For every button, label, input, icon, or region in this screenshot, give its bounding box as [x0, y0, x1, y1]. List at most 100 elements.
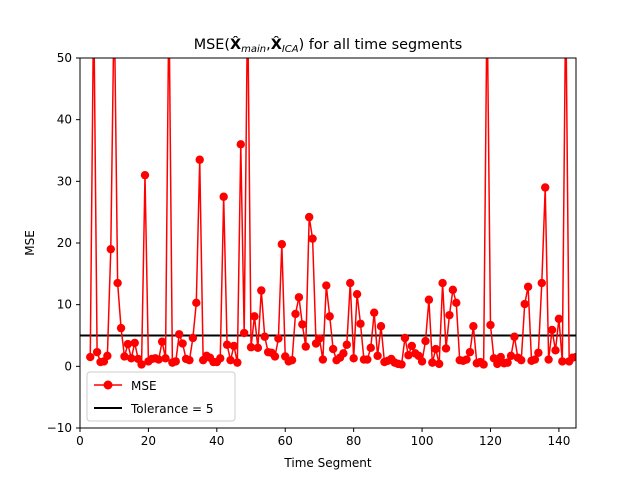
mse-point: [239, 328, 249, 338]
mse-point: [291, 309, 300, 319]
mse-point: [571, 352, 576, 362]
mse-point: [322, 281, 331, 290]
mse-point: [541, 183, 550, 192]
mse-point: [469, 322, 478, 331]
mse-point: [236, 140, 245, 149]
mse-point: [130, 338, 139, 348]
mse-point: [171, 357, 180, 366]
mse-point: [260, 332, 269, 341]
mse-point: [517, 355, 526, 365]
y-tick-label: −10: [47, 421, 72, 435]
mse-point: [140, 170, 150, 180]
mse-point: [116, 323, 126, 333]
mse-point: [195, 155, 204, 164]
title-prefix: MSE(: [194, 37, 230, 53]
x-tick-label: 120: [479, 434, 502, 448]
mse-point: [318, 355, 328, 364]
title-separator: ,: [266, 37, 271, 53]
mse-point: [554, 314, 564, 324]
plot-frame: [79, 57, 577, 429]
mse-point: [421, 336, 430, 346]
mse-point: [325, 312, 334, 321]
mse-point: [137, 360, 146, 369]
legend: MSE Tolerance = 5: [86, 371, 236, 422]
mse-point: [349, 354, 358, 363]
title-suffix: ) for all time segments: [299, 37, 463, 53]
mse-point: [407, 341, 417, 351]
mse-point: [246, 343, 256, 352]
x-tick-label: 140: [547, 434, 570, 448]
mse-point: [523, 282, 533, 291]
mse-point: [328, 344, 338, 354]
mse-point: [185, 355, 194, 365]
title-subscript-2: ICA: [282, 44, 299, 55]
mse-point: [120, 352, 129, 361]
mse-point: [339, 349, 348, 358]
mse-point: [342, 340, 352, 349]
mse-point: [154, 355, 163, 364]
mse-point: [503, 358, 512, 367]
mse-point: [445, 310, 454, 320]
mse-point: [161, 354, 170, 363]
mse-point: [434, 359, 444, 369]
mse-point: [479, 360, 488, 369]
mse-point: [219, 192, 228, 201]
title-subscript-1: main: [241, 44, 266, 55]
mse-point: [530, 355, 540, 364]
legend-mse-label: MSE: [131, 379, 157, 393]
mse-point: [547, 325, 557, 335]
mse-point: [417, 357, 427, 366]
mse-point: [178, 339, 187, 348]
mse-point: [257, 286, 266, 295]
mse-point: [373, 351, 382, 361]
mse-point: [188, 333, 198, 343]
x-tick-label: 100: [411, 434, 434, 448]
mse-point: [298, 320, 307, 329]
legend-frame: [86, 371, 236, 422]
mse-point: [216, 354, 225, 363]
mse-markers: [86, 140, 576, 369]
mse-point: [103, 351, 112, 361]
mse-point: [400, 333, 410, 343]
mse-point: [369, 308, 379, 317]
y-tick-label: 20: [57, 236, 72, 250]
mse-point: [537, 278, 546, 288]
mse-point: [510, 332, 519, 341]
y-tick-label: 50: [57, 51, 72, 65]
axis-ticks: 0 20 40 60 80 100 120 140 −10 0 10 20 30 40 50: [47, 51, 571, 448]
mse-point: [233, 358, 242, 367]
mse-point: [493, 359, 502, 369]
mse-point: [192, 298, 201, 308]
mse-point: [294, 293, 304, 302]
mse-point: [558, 357, 567, 366]
y-tick-label: 40: [57, 113, 72, 127]
x-tick-label: 0: [76, 434, 84, 448]
mse-point: [304, 212, 314, 222]
x-axis-label: Time Segment: [283, 456, 371, 470]
mse-point: [92, 347, 102, 357]
mse-point: [428, 358, 437, 367]
mse-point: [544, 355, 553, 364]
x-tick-label: 60: [278, 434, 293, 448]
x-tick-label: 20: [141, 434, 156, 448]
mse-point: [315, 334, 324, 343]
mse-point: [431, 344, 440, 354]
mse-point: [441, 344, 451, 353]
mse-point: [376, 322, 386, 331]
mse-point: [448, 285, 458, 295]
mse-point: [175, 330, 184, 339]
mse-point: [113, 278, 122, 288]
mse-point: [486, 320, 495, 330]
mse-point: [308, 234, 317, 243]
mse-point: [106, 244, 115, 254]
mse-point: [123, 339, 133, 349]
mse-point: [534, 348, 543, 357]
mse-point: [157, 337, 167, 346]
mse-point: [86, 352, 95, 362]
x-tick-label: 80: [346, 434, 361, 448]
y-axis-label: MSE: [23, 230, 37, 256]
mse-point: [462, 355, 471, 364]
mse-point: [127, 354, 136, 363]
mse-point: [366, 343, 375, 353]
